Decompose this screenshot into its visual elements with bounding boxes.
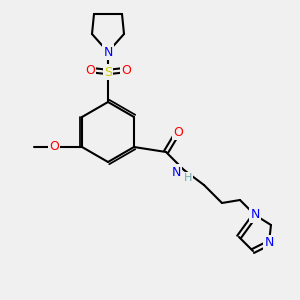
Text: S: S	[104, 65, 112, 79]
Text: O: O	[49, 140, 59, 154]
Text: O: O	[173, 125, 183, 139]
Text: H: H	[184, 173, 192, 183]
Text: N: N	[103, 46, 113, 59]
Text: N: N	[250, 208, 260, 221]
Text: O: O	[85, 64, 95, 76]
Text: N: N	[264, 236, 274, 250]
Text: O: O	[121, 64, 131, 76]
Text: N: N	[171, 166, 181, 178]
